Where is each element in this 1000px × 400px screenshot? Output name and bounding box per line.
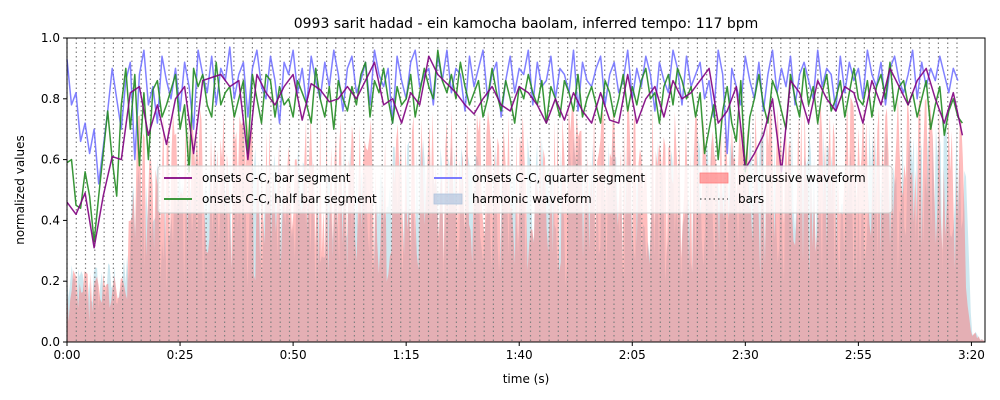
x-tick-label: 0:00 bbox=[54, 348, 81, 362]
x-tick-label: 2:05 bbox=[619, 348, 646, 362]
y-axis-label: normalized values bbox=[13, 135, 27, 245]
y-tick-label: 0.0 bbox=[41, 335, 60, 349]
area-percussive-waveform bbox=[67, 93, 985, 342]
x-tick-label: 2:30 bbox=[732, 348, 759, 362]
x-axis-label: time (s) bbox=[503, 372, 550, 386]
chart-title: 0993 sarit hadad - ein kamocha baolam, i… bbox=[294, 16, 759, 32]
x-tick-label: 0:25 bbox=[167, 348, 194, 362]
legend-entries: onsets C-C, bar segment onsets C-C, half … bbox=[164, 171, 866, 206]
legend-label: onsets C-C, quarter segment bbox=[472, 171, 645, 185]
legend-label: percussive waveform bbox=[738, 171, 866, 185]
y-tick-label: 0.6 bbox=[41, 153, 60, 167]
series-lines bbox=[66, 46, 964, 249]
legend-label: bars bbox=[738, 192, 764, 206]
x-axis: 0:00 0:25 0:50 1:15 1:40 2:05 2:30 2:55 3:20 bbox=[54, 342, 985, 362]
y-tick-label: 1.0 bbox=[41, 31, 60, 45]
y-tick-label: 0.4 bbox=[41, 213, 60, 227]
y-axis: 0.0 0.2 0.4 0.6 0.8 1.0 bbox=[41, 31, 67, 349]
series-line-1 bbox=[66, 49, 964, 243]
plot-frame bbox=[66, 37, 986, 343]
series-line-2 bbox=[66, 46, 959, 185]
y-tick-label: 0.8 bbox=[41, 92, 60, 106]
waveform-areas bbox=[67, 93, 985, 342]
x-tick-label: 3:20 bbox=[958, 348, 985, 362]
x-tick-label: 2:55 bbox=[845, 348, 872, 362]
legend-label: harmonic waveform bbox=[472, 192, 592, 206]
legend-label: onsets C-C, half bar segment bbox=[202, 192, 377, 206]
x-tick-label: 0:50 bbox=[280, 348, 307, 362]
legend-label: onsets C-C, bar segment bbox=[202, 171, 351, 185]
series-line-0 bbox=[66, 55, 964, 249]
y-tick-label: 0.2 bbox=[41, 274, 60, 288]
x-tick-label: 1:40 bbox=[506, 348, 533, 362]
legend-swatch bbox=[699, 172, 729, 184]
legend: onsets C-C, bar segment onsets C-C, half … bbox=[157, 165, 893, 214]
area-harmonic-waveform bbox=[67, 113, 985, 342]
x-tick-label: 1:15 bbox=[393, 348, 420, 362]
legend-swatch bbox=[433, 193, 463, 205]
